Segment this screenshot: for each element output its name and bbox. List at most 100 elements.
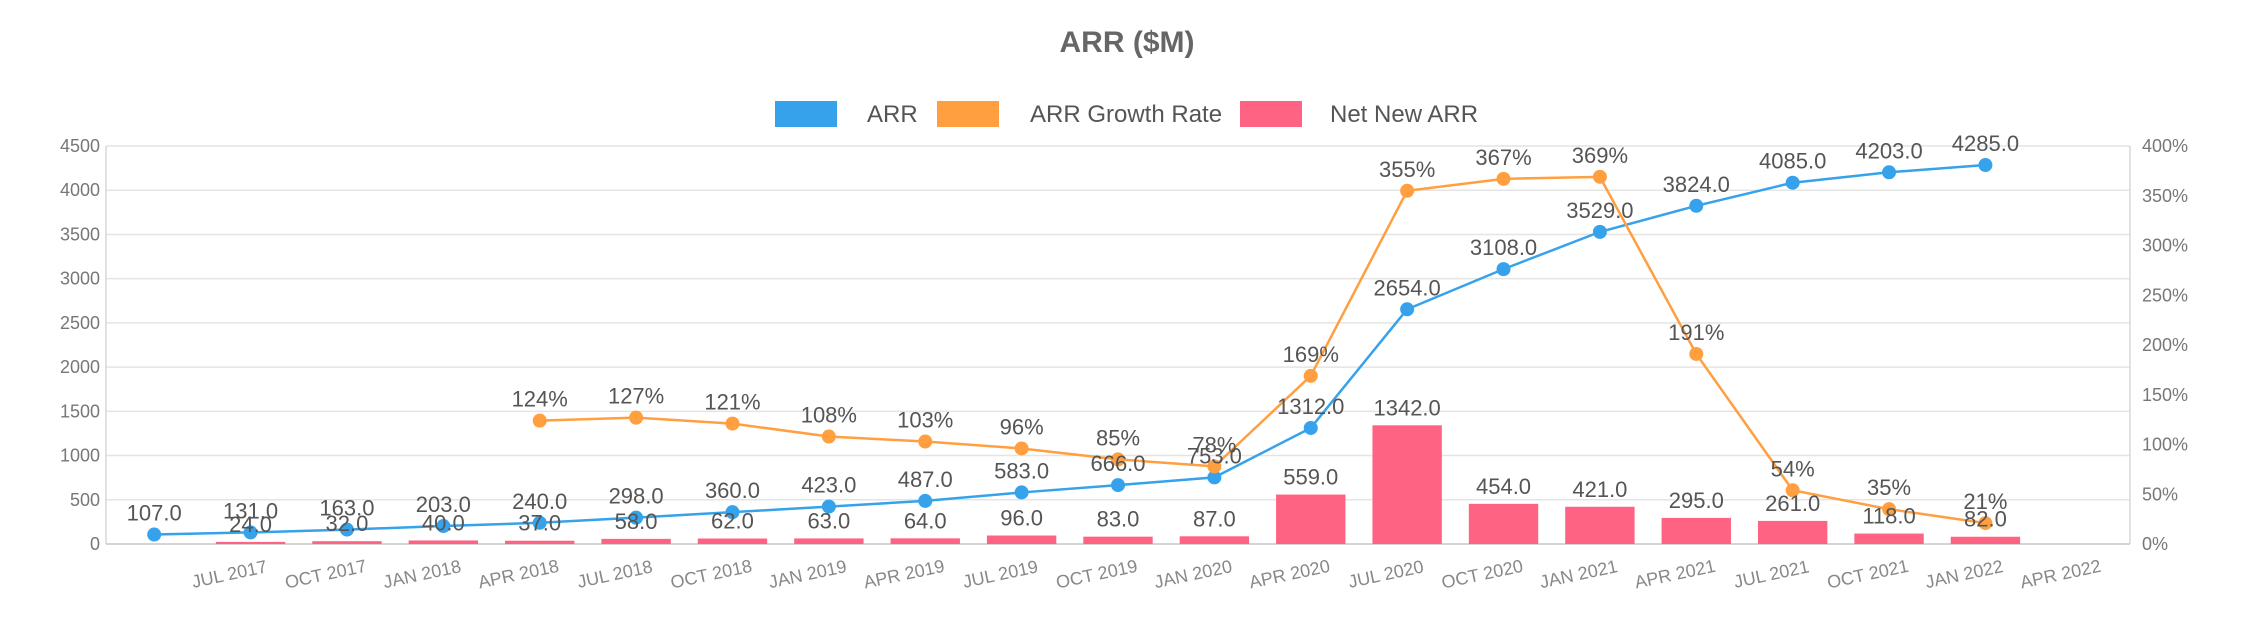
arr-label: 666.0 <box>1090 451 1145 476</box>
y-right-tick-label: 300% <box>2142 236 2188 256</box>
legend-swatch-net-new-arr <box>1240 101 1302 127</box>
net-new-arr-label: 62.0 <box>711 509 754 534</box>
net-new-arr-bar <box>697 538 768 544</box>
x-tick-label: APR 2018 <box>476 556 560 593</box>
x-tick-label: APR 2021 <box>1633 556 1717 593</box>
arr-growth-rate-label: 191% <box>1668 320 1724 345</box>
x-tick-label: APR 2019 <box>862 556 946 593</box>
arr-growth-rate-point <box>1785 483 1800 498</box>
x-tick-label: JAN 2018 <box>381 556 462 592</box>
legend-item-arr-growth-rate[interactable]: ARR Growth Rate <box>937 101 1222 128</box>
arr-label: 3529.0 <box>1566 198 1633 223</box>
arr-label: 360.0 <box>705 478 760 503</box>
net-new-arr-label: 83.0 <box>1097 507 1140 532</box>
net-new-arr-bar <box>1083 536 1153 544</box>
arr-growth-rate-label: 54% <box>1771 456 1815 481</box>
net-new-arr-label: 82.0 <box>1964 507 2007 532</box>
arr-label: 107.0 <box>127 501 182 526</box>
arr-growth-rate-point <box>629 410 644 425</box>
arr-point <box>1303 420 1318 435</box>
y-right-tick-label: 200% <box>2142 335 2188 355</box>
x-tick-label: APR 2022 <box>2018 556 2102 593</box>
legend-item-arr[interactable]: ARR <box>775 101 918 128</box>
net-new-arr-label: 64.0 <box>904 508 947 533</box>
net-new-arr-bar <box>1854 533 1924 544</box>
arr-point <box>725 505 740 520</box>
x-tick-label: JUL 2019 <box>961 556 1040 591</box>
arr-growth-rate-point <box>1400 183 1415 198</box>
y-right-tick-label: 0% <box>2142 534 2168 554</box>
y-left-tick-label: 4500 <box>60 136 100 156</box>
x-tick-label: JAN 2022 <box>1923 556 2004 592</box>
arr-growth-rate-point <box>1303 368 1318 383</box>
arr-growth-rate-label: 369% <box>1572 143 1628 168</box>
arr-point <box>339 522 354 537</box>
arr-growth-rate-label: 108% <box>801 403 857 428</box>
arr-label: 583.0 <box>994 458 1049 483</box>
net-new-arr-label: 96.0 <box>1000 506 1043 531</box>
arr-growth-rate-point <box>821 429 836 444</box>
arr-growth-rate-label: 96% <box>1000 414 1044 439</box>
arr-growth-rate-point <box>1978 516 1993 531</box>
net-new-arr-bar <box>1276 494 1346 544</box>
arr-point <box>243 525 258 540</box>
arr-growth-rate-line <box>539 175 1986 525</box>
y-left-tick-label: 0 <box>90 534 100 554</box>
arr-label: 4085.0 <box>1759 149 1826 174</box>
arr-growth-rate-point <box>918 434 933 449</box>
legend-item-net-new-arr[interactable]: Net New ARR <box>1240 101 1478 128</box>
net-new-arr-label: 87.0 <box>1193 506 1236 531</box>
x-tick-label: JAN 2021 <box>1538 556 1619 592</box>
net-new-arr-bar <box>1565 506 1635 544</box>
arr-label: 4203.0 <box>1855 138 1922 163</box>
x-tick-label: JUL 2021 <box>1732 556 1811 591</box>
x-tick-label: APR 2020 <box>1247 556 1331 593</box>
y-axis-right: 0% 50% 100% 150% 200% 250% 300% 350% 400% <box>2142 136 2188 554</box>
arr-growth-rate-point <box>1882 502 1897 517</box>
chart-title: ARR ($M) <box>1060 26 1195 59</box>
net-new-arr-bar <box>986 535 1057 544</box>
series-points <box>147 158 1993 542</box>
arr-label: 163.0 <box>319 496 374 521</box>
y-right-tick-label: 50% <box>2142 484 2178 504</box>
net-new-arr-label: 454.0 <box>1476 474 1531 499</box>
y-right-tick-label: 150% <box>2142 385 2188 405</box>
arr-point <box>1496 262 1511 277</box>
y-left-tick-label: 3000 <box>60 269 100 289</box>
arr-point <box>918 493 933 508</box>
arr-point <box>821 499 836 514</box>
arr-label: 423.0 <box>801 473 856 498</box>
net-new-arr-bar <box>505 540 575 544</box>
x-tick-label: OCT 2019 <box>1054 556 1139 593</box>
net-new-arr-label: 32.0 <box>326 511 369 536</box>
net-new-arr-bar <box>1661 517 1731 544</box>
arr-line <box>154 163 1986 536</box>
legend-swatch-arr <box>775 101 837 127</box>
arr-point <box>147 527 162 542</box>
x-tick-label: OCT 2021 <box>1825 556 1910 593</box>
arr-label: 203.0 <box>416 492 471 517</box>
arr-label: 1312.0 <box>1277 394 1344 419</box>
net-new-arr-label: 559.0 <box>1283 465 1338 490</box>
net-new-arr-bar <box>1372 425 1442 544</box>
arr-point <box>1592 224 1607 239</box>
arr-growth-rate-label: 103% <box>897 408 953 433</box>
arr-label: 753.0 <box>1187 443 1242 468</box>
y-axis-left: 0 500 1000 1500 2000 2500 3000 3500 4000 4500 <box>60 136 100 554</box>
arr-growth-rate-point <box>725 416 740 431</box>
x-tick-label: OCT 2017 <box>283 556 368 593</box>
net-new-arr-label: 63.0 <box>807 508 850 533</box>
arr-label: 3108.0 <box>1470 235 1537 260</box>
arr-point <box>1014 485 1029 500</box>
net-new-arr-bar <box>1468 503 1539 544</box>
arr-growth-rate-point <box>1111 452 1125 467</box>
x-tick-label: OCT 2020 <box>1440 556 1525 593</box>
x-tick-label: JUL 2018 <box>575 556 654 591</box>
arr-label: 131.0 <box>223 498 278 523</box>
net-new-arr-bar <box>1950 536 2021 544</box>
arr-label: 240.0 <box>512 489 567 514</box>
y-left-tick-label: 2000 <box>60 357 100 377</box>
x-tick-label: JUL 2017 <box>190 556 269 591</box>
arr-point <box>532 515 547 530</box>
